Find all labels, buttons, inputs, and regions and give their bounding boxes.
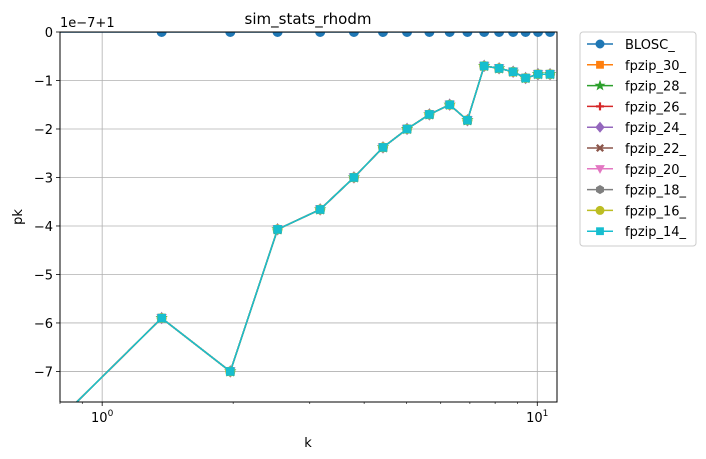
data-point (508, 32, 519, 37)
data-point (508, 67, 518, 77)
series (75, 61, 555, 402)
legend-item: fpzip_14_ (587, 225, 687, 240)
legend-item: fpzip_30_ (587, 59, 687, 74)
data-point (225, 367, 235, 376)
data-point (157, 313, 166, 323)
y-tick-label: −3 (34, 171, 53, 186)
y-axis-label: pk (11, 209, 26, 225)
data-point (596, 185, 604, 195)
legend-label: fpzip_16_ (625, 204, 687, 219)
legend-label: fpzip_28_ (625, 80, 687, 95)
data-point (425, 110, 434, 119)
data-point (545, 69, 555, 79)
data-point (533, 32, 544, 37)
legend-label: fpzip_26_ (625, 100, 687, 115)
y-tick-label: −2 (34, 123, 53, 138)
data-point (402, 32, 413, 37)
y-tick-label: −1 (34, 74, 53, 89)
data-point (348, 32, 359, 37)
legend-label: fpzip_22_ (625, 142, 687, 157)
data-point (595, 165, 605, 174)
data-point (533, 69, 543, 79)
x-tick-label: 101 (526, 409, 548, 426)
data-point (424, 32, 435, 37)
data-point (596, 102, 604, 111)
data-point (445, 100, 454, 110)
data-point (545, 32, 556, 37)
legend: BLOSC_ fpzip_30_ fpzip_28_ fpzip_26_ fpzip_2… (579, 31, 697, 247)
legend-label: fpzip_30_ (625, 59, 687, 74)
data-point (402, 124, 412, 134)
data-point (377, 32, 388, 37)
legend-item: fpzip_20_ (587, 163, 687, 178)
legend-item: fpzip_24_ (587, 121, 687, 136)
legend-item: fpzip_28_ (587, 80, 687, 95)
data-point (156, 32, 167, 37)
data-point (494, 32, 505, 37)
legend-label: BLOSC_ (625, 38, 675, 53)
data-point (272, 32, 283, 37)
data-point (520, 32, 531, 37)
plot-series (60, 32, 557, 402)
data-point (596, 227, 604, 236)
x-tick-label: 100 (91, 409, 114, 426)
data-point (595, 39, 605, 49)
y-tick-label: −6 (34, 317, 53, 332)
chart-title: sim_stats_rhodm (245, 10, 372, 29)
data-point (225, 32, 236, 37)
data-point (315, 32, 326, 37)
data-point (494, 64, 504, 73)
data-point (273, 225, 282, 234)
legend-item: fpzip_22_ (587, 142, 687, 157)
data-point (349, 173, 359, 182)
x-axis-label: k (304, 436, 312, 451)
grid (60, 31, 557, 402)
legend-item: BLOSC_ (587, 38, 675, 53)
data-point (462, 32, 473, 37)
legend-item: fpzip_18_ (587, 184, 687, 199)
data-point (521, 73, 530, 83)
data-point (596, 60, 604, 69)
series (60, 32, 556, 37)
legend-item: fpzip_26_ (587, 100, 687, 115)
y-tick-label: −7 (34, 365, 53, 380)
y-tick-label: −4 (34, 220, 53, 235)
data-point (378, 143, 388, 152)
legend-label: fpzip_14_ (625, 225, 687, 240)
data-point (595, 205, 605, 215)
data-point (444, 32, 455, 37)
data-point (595, 121, 605, 133)
axes: 0 −1 −2 −3 −4 −5 −6 −7 100 101 (34, 26, 549, 426)
data-point (479, 32, 490, 37)
legend-label: fpzip_18_ (625, 184, 687, 199)
y-tick-label: 0 (45, 26, 53, 41)
data-point (595, 143, 605, 153)
data-point (315, 205, 325, 214)
legend-label: fpzip_24_ (625, 121, 687, 136)
legend-item: fpzip_16_ (587, 204, 687, 219)
data-point (463, 115, 472, 125)
plot-frame (59, 31, 558, 403)
y-tick-label: −5 (34, 268, 53, 283)
y-offset-label: 1e−7+1 (60, 16, 115, 31)
legend-label: fpzip_20_ (625, 163, 687, 178)
data-point (594, 79, 606, 91)
data-point (479, 61, 489, 71)
